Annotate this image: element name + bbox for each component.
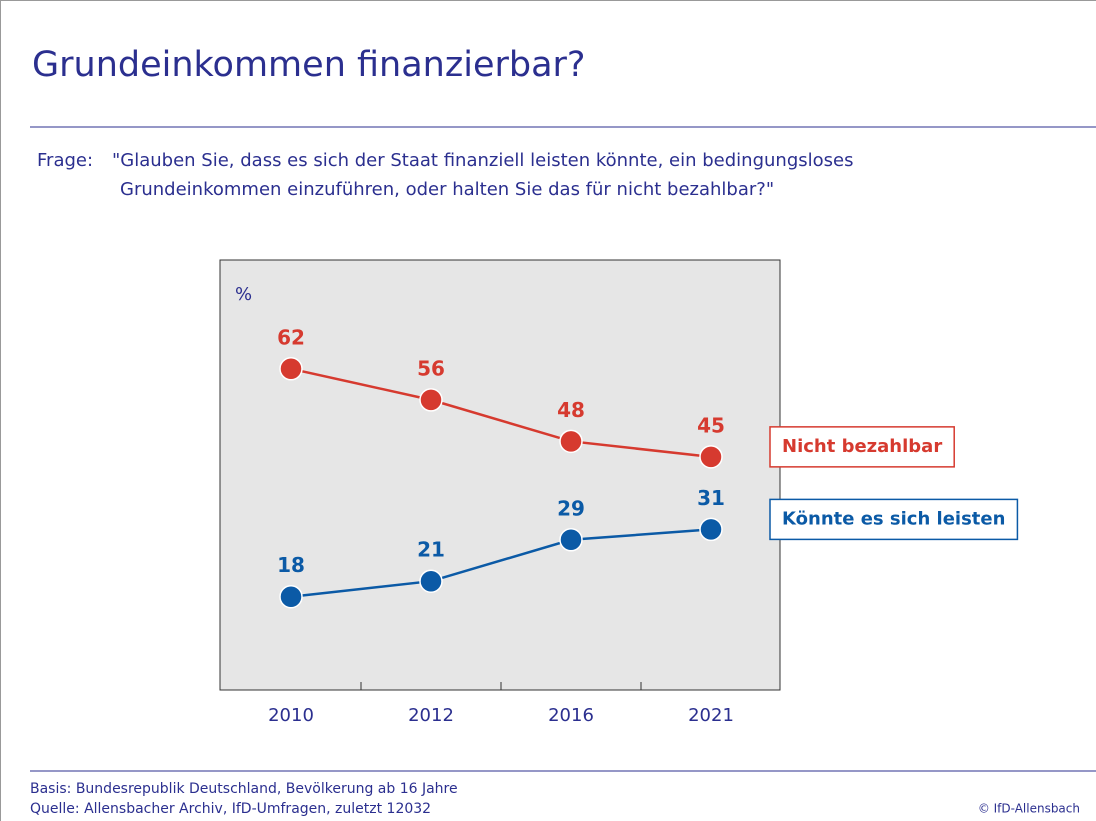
series-line [290,367,712,459]
question-label: Frage: [37,150,93,171]
value-label: 56 [417,356,445,380]
chart-title: Grundeinkommen finanzierbar? [32,45,586,85]
copyright: © IfD-Allensbach [978,802,1080,816]
point [419,388,443,412]
x-tick-label: 2016 [548,705,594,726]
x-tick-label: 2021 [688,705,734,726]
legend-label: Nicht bezahlbar [782,436,942,457]
x-tick-label: 2010 [268,705,314,726]
value-label: 45 [697,413,725,437]
value-label: 31 [697,486,725,510]
value-label: 48 [557,398,585,422]
footer-source: Quelle: Allensbacher Archiv, IfD-Umfrage… [30,801,431,817]
y-unit: % [235,284,252,305]
footer-basis: Basis: Bundesrepublik Deutschland, Bevöl… [30,781,458,797]
value-label: 18 [277,553,305,577]
x-tick-label: 2012 [408,705,454,726]
legend-box [769,426,955,468]
legend-label: Könnte es sich leisten [782,508,1005,529]
point [279,584,303,609]
value-label: 29 [557,496,585,520]
plot-area [219,259,781,691]
point [559,528,583,552]
value-label: 62 [277,325,305,349]
question-line: Grundeinkommen einzuführen, oder halten … [120,179,774,200]
series-line [290,528,712,598]
point [699,445,723,469]
point [699,517,723,542]
point [559,429,583,454]
value-label: 21 [417,538,445,562]
legend-box [769,498,1019,541]
question-line: "Glauben Sie, dass es sich der Staat fin… [112,150,853,171]
point [419,569,443,593]
point [279,357,303,381]
